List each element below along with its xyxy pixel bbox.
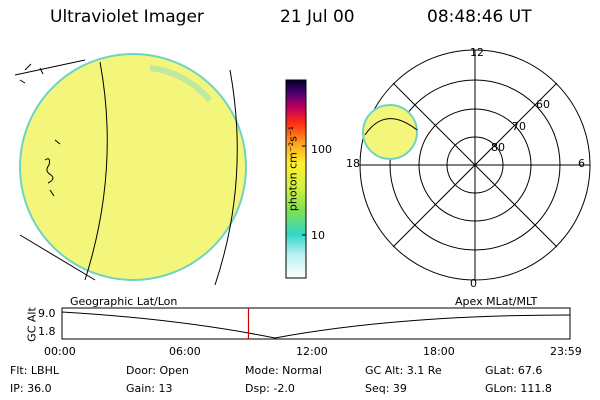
lat-label-80: 80 [491, 141, 505, 154]
latitude-line [14, 59, 86, 76]
meridian-line [214, 69, 238, 286]
mlt-label-18: 18 [346, 157, 360, 170]
altitude-ytick-bottom: 1.8 [38, 325, 56, 338]
earth-disk [19, 53, 247, 281]
altitude-plot [61, 307, 571, 340]
info-door: Door: Open [126, 364, 189, 377]
mlt-label-12: 12 [470, 46, 484, 59]
info-glat: GLat: 67.6 [485, 364, 543, 377]
info-dsp: Dsp: -2.0 [245, 382, 295, 395]
instrument-title: Ultraviolet Imager [50, 7, 204, 27]
info-seq: Seq: 39 [365, 382, 407, 395]
limb-glow [149, 65, 213, 103]
colorbar-unit-label: photon cm⁻²s⁻¹ [286, 125, 300, 212]
colorbar-gradient [285, 79, 307, 279]
latitude-line [19, 234, 96, 281]
colorbar [285, 79, 307, 279]
info-mode: Mode: Normal [245, 364, 322, 377]
mlt-label-6: 6 [578, 157, 585, 170]
altitude-right-title: Apex MLat/MLT [455, 295, 538, 308]
info-gain: Gain: 13 [126, 382, 173, 395]
info-glon: GLon: 111.8 [485, 382, 552, 395]
xtick-1200: 12:00 [296, 345, 328, 358]
info-flt: Flt: LBHL [10, 364, 59, 377]
polar-plot [359, 49, 591, 281]
coastline [44, 139, 61, 197]
lat-label-60: 60 [536, 98, 550, 111]
altitude-curve [61, 311, 571, 339]
colorbar-tick-10: 10 [311, 229, 325, 242]
info-ip: IP: 36.0 [10, 382, 52, 395]
time-label: 08:48:46 UT [427, 7, 532, 27]
altitude-frame [61, 307, 571, 340]
coastline [19, 63, 44, 84]
meridian-line [84, 61, 108, 281]
mlt-label-0: 0 [470, 277, 477, 290]
xtick-0000: 00:00 [44, 345, 76, 358]
xtick-2359: 23:59 [550, 345, 582, 358]
colorbar-tick-100: 100 [311, 143, 332, 156]
xtick-0600: 06:00 [169, 345, 201, 358]
xtick-1800: 18:00 [423, 345, 455, 358]
altitude-left-title: Geographic Lat/Lon [70, 295, 178, 308]
auroral-patch [362, 104, 418, 160]
info-gcalt: GC Alt: 3.1 Re [365, 364, 442, 377]
altitude-ylabel: GC Alt [25, 307, 39, 342]
lat-label-70: 70 [512, 120, 526, 133]
altitude-ytick-top: 9.0 [38, 307, 56, 320]
geographic-image [14, 53, 247, 286]
date-label: 21 Jul 00 [280, 7, 355, 27]
